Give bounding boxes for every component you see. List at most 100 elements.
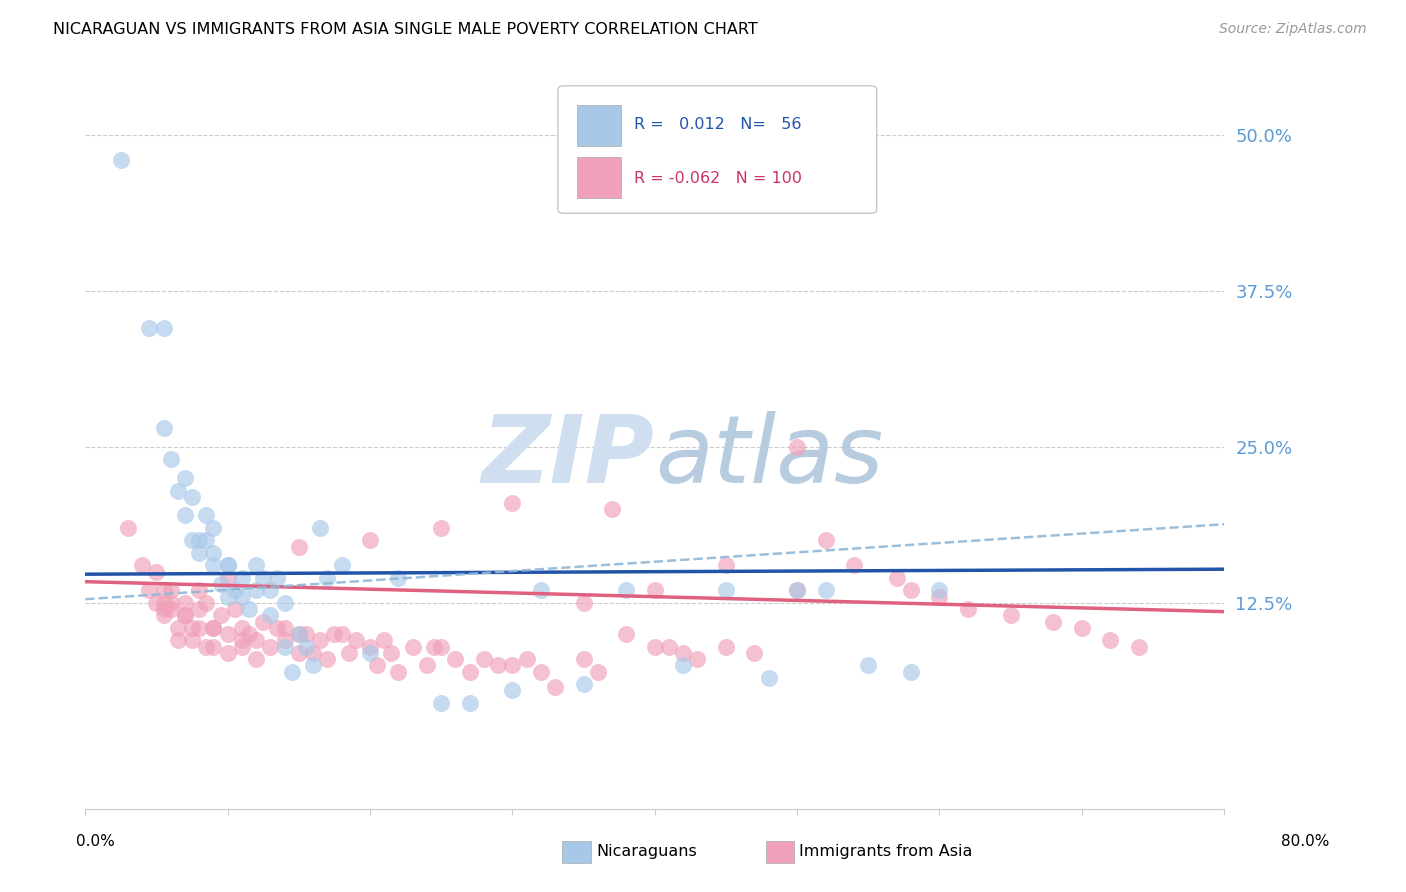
Text: R = -0.062   N = 100: R = -0.062 N = 100 <box>634 170 803 186</box>
Point <box>266 571 288 585</box>
Point <box>814 583 837 598</box>
Point <box>373 633 395 648</box>
Point <box>166 633 188 648</box>
Point <box>288 540 311 554</box>
Point <box>814 533 837 548</box>
Point <box>572 677 595 691</box>
Point <box>224 583 246 598</box>
Point <box>672 658 695 673</box>
Point <box>259 608 281 623</box>
Point <box>217 558 239 573</box>
Point <box>416 658 439 673</box>
Point <box>195 508 218 523</box>
Point <box>430 696 453 710</box>
Point <box>159 583 181 598</box>
Point <box>202 640 225 654</box>
Point <box>302 646 325 660</box>
Point <box>188 533 211 548</box>
Point <box>572 652 595 666</box>
Point <box>280 665 302 679</box>
Point <box>486 658 509 673</box>
Text: 0.0%: 0.0% <box>76 834 115 848</box>
Point <box>323 627 346 641</box>
Point <box>273 633 295 648</box>
Point <box>316 652 339 666</box>
Point <box>572 596 595 610</box>
Point <box>174 608 197 623</box>
Point <box>245 633 267 648</box>
Point <box>544 680 567 694</box>
Point <box>786 583 808 598</box>
Point <box>181 490 204 504</box>
Point <box>530 665 553 679</box>
Point <box>209 608 232 623</box>
Point <box>152 421 174 435</box>
Point <box>444 652 467 666</box>
Point <box>181 533 204 548</box>
Point <box>174 471 197 485</box>
Point <box>273 621 295 635</box>
Point <box>295 627 318 641</box>
Point <box>672 646 695 660</box>
Point <box>366 658 388 673</box>
Point <box>1128 640 1150 654</box>
Point <box>238 602 260 616</box>
Point <box>614 627 637 641</box>
Point <box>337 646 360 660</box>
Point <box>614 583 637 598</box>
Point <box>195 533 218 548</box>
Point <box>245 583 267 598</box>
Point <box>231 571 253 585</box>
Point <box>330 558 353 573</box>
Point <box>472 652 495 666</box>
Point <box>786 583 808 598</box>
Point <box>110 153 132 167</box>
Point <box>188 583 211 598</box>
Point <box>202 621 225 635</box>
Point <box>166 483 188 498</box>
Point <box>202 521 225 535</box>
Point <box>900 583 922 598</box>
Point <box>344 633 367 648</box>
Point <box>273 596 295 610</box>
Point <box>714 583 737 598</box>
FancyBboxPatch shape <box>578 104 620 145</box>
Point <box>245 558 267 573</box>
Point <box>302 658 325 673</box>
Point <box>1070 621 1092 635</box>
FancyBboxPatch shape <box>558 86 877 213</box>
Point <box>288 627 311 641</box>
Point <box>152 596 174 610</box>
Point <box>209 577 232 591</box>
Point <box>359 646 381 660</box>
Point <box>516 652 538 666</box>
Point <box>758 671 780 685</box>
Text: ZIP: ZIP <box>482 411 655 503</box>
Point <box>202 621 225 635</box>
Point <box>245 652 267 666</box>
Point <box>458 665 481 679</box>
Point <box>714 558 737 573</box>
Text: NICARAGUAN VS IMMIGRANTS FROM ASIA SINGLE MALE POVERTY CORRELATION CHART: NICARAGUAN VS IMMIGRANTS FROM ASIA SINGL… <box>53 22 758 37</box>
Point <box>309 633 332 648</box>
Point <box>387 571 409 585</box>
Point <box>138 583 160 598</box>
Point <box>181 621 204 635</box>
Point <box>188 602 211 616</box>
Point <box>231 640 253 654</box>
Point <box>266 621 288 635</box>
Point <box>501 683 523 698</box>
Point <box>231 621 253 635</box>
Point <box>501 496 523 510</box>
Point <box>174 596 197 610</box>
Point <box>309 521 332 535</box>
Point <box>1042 615 1064 629</box>
Point <box>900 665 922 679</box>
Point <box>217 646 239 660</box>
Point <box>1000 608 1022 623</box>
Point <box>842 558 865 573</box>
Point <box>152 608 174 623</box>
Point <box>159 452 181 467</box>
Point <box>956 602 979 616</box>
Point <box>658 640 681 654</box>
